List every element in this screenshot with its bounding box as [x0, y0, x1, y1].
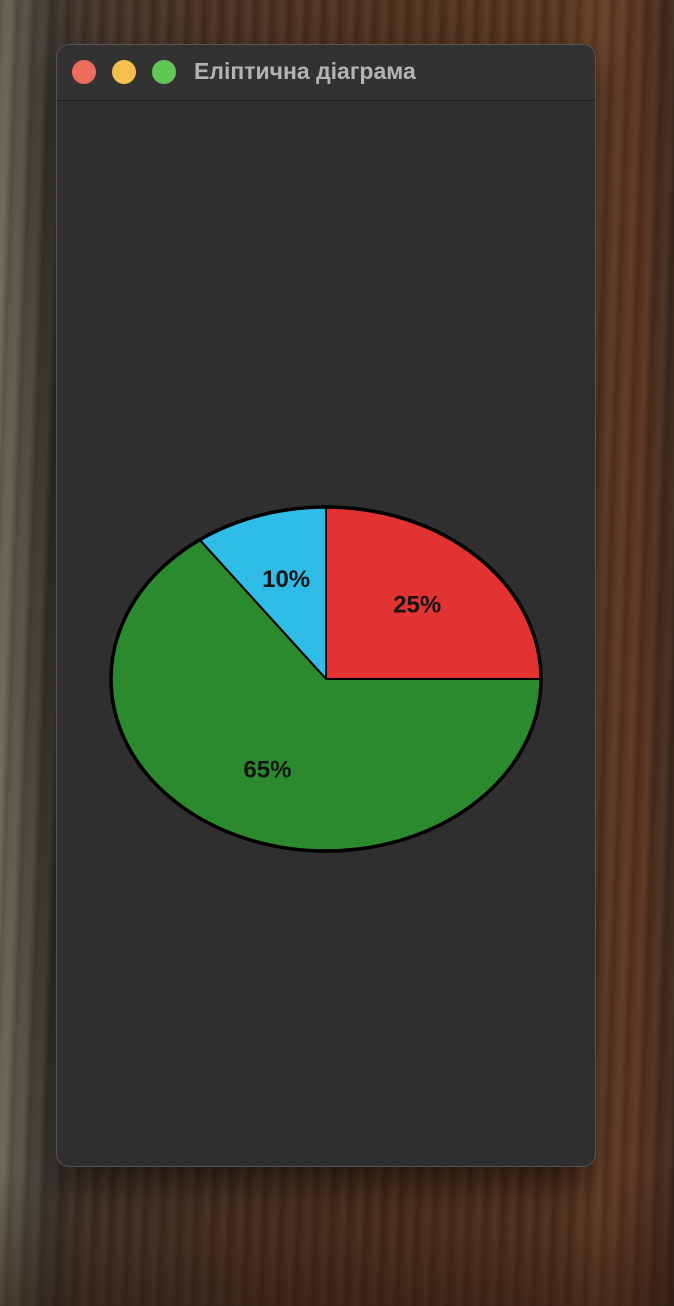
close-button[interactable]: [72, 60, 96, 84]
minimize-button[interactable]: [112, 60, 136, 84]
pie-slice-label: 10%: [262, 566, 310, 593]
window-title: Еліптична діаграма: [194, 58, 416, 84]
title-bar[interactable]: Еліптична діаграма: [57, 45, 595, 101]
pie-slice-label: 25%: [393, 591, 441, 618]
pie-outline: [109, 505, 543, 853]
chart-area: 25% 10% 65%: [57, 101, 595, 1166]
elliptic-pie-chart: 25% 10% 65%: [109, 505, 543, 853]
desktop-shade: [0, 1166, 674, 1306]
app-window: Еліптична діаграма 25% 10% 65%: [57, 45, 595, 1166]
pie-slice-label: 65%: [243, 756, 291, 783]
maximize-button[interactable]: [152, 60, 176, 84]
